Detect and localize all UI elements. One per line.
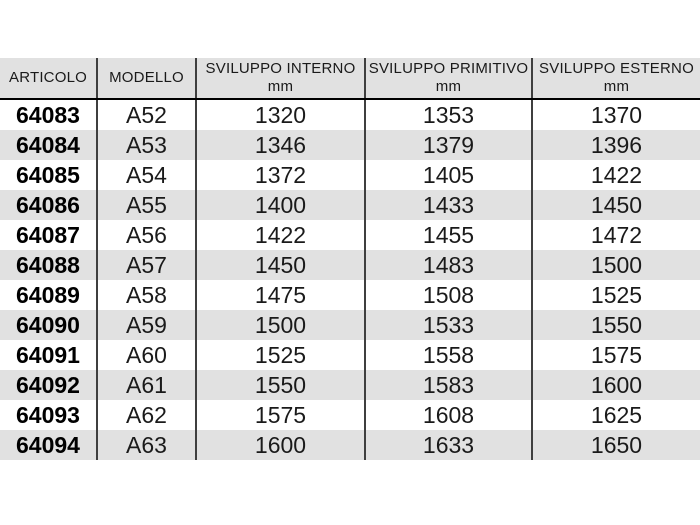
cell-sviluppo-primitivo: 1353 <box>364 99 532 130</box>
cell-articolo: 64085 <box>0 160 97 190</box>
cell-sviluppo-esterno: 1500 <box>531 250 700 280</box>
table-row: 64084 A53 1346 1379 1396 <box>0 130 700 160</box>
cell-articolo: 64084 <box>0 130 97 160</box>
cell-modello: A63 <box>96 430 196 460</box>
cell-sviluppo-interno: 1575 <box>195 400 365 430</box>
table-row: 64090 A59 1500 1533 1550 <box>0 310 700 340</box>
cell-sviluppo-primitivo: 1633 <box>364 430 532 460</box>
cell-articolo: 64088 <box>0 250 97 280</box>
cell-sviluppo-esterno: 1396 <box>531 130 700 160</box>
cell-modello: A56 <box>96 220 196 250</box>
column-unit: mm <box>435 78 462 95</box>
cell-sviluppo-primitivo: 1483 <box>364 250 532 280</box>
column-header-sviluppo-interno: SVILUPPO INTERNO mm <box>195 58 365 100</box>
cell-sviluppo-esterno: 1600 <box>531 370 700 400</box>
cell-articolo: 64087 <box>0 220 97 250</box>
cell-sviluppo-interno: 1550 <box>195 370 365 400</box>
column-header-articolo: ARTICOLO <box>0 58 97 100</box>
cell-articolo: 64083 <box>0 99 97 130</box>
product-spec-table-wrap: ARTICOLO MODELLO SVILUPPO INTERNO mm SVI… <box>0 58 700 460</box>
table-row: 64092 A61 1550 1583 1600 <box>0 370 700 400</box>
cell-sviluppo-esterno: 1650 <box>531 430 700 460</box>
cell-articolo: 64093 <box>0 400 97 430</box>
column-label: SVILUPPO ESTERNO <box>539 59 694 77</box>
cell-sviluppo-esterno: 1422 <box>531 160 700 190</box>
cell-articolo: 64090 <box>0 310 97 340</box>
cell-sviluppo-interno: 1320 <box>195 99 365 130</box>
cell-sviluppo-esterno: 1472 <box>531 220 700 250</box>
cell-sviluppo-primitivo: 1583 <box>364 370 532 400</box>
table-row: 64088 A57 1450 1483 1500 <box>0 250 700 280</box>
cell-articolo: 64089 <box>0 280 97 310</box>
cell-sviluppo-interno: 1400 <box>195 190 365 220</box>
column-header-modello: MODELLO <box>96 58 196 100</box>
table-row: 64086 A55 1400 1433 1450 <box>0 190 700 220</box>
cell-sviluppo-interno: 1372 <box>195 160 365 190</box>
cell-articolo: 64091 <box>0 340 97 370</box>
cell-modello: A62 <box>96 400 196 430</box>
cell-sviluppo-esterno: 1625 <box>531 400 700 430</box>
cell-sviluppo-primitivo: 1379 <box>364 130 532 160</box>
column-header-sviluppo-esterno: SVILUPPO ESTERNO mm <box>531 58 700 100</box>
cell-sviluppo-interno: 1500 <box>195 310 365 340</box>
cell-articolo: 64094 <box>0 430 97 460</box>
cell-sviluppo-interno: 1600 <box>195 430 365 460</box>
cell-sviluppo-interno: 1346 <box>195 130 365 160</box>
cell-sviluppo-esterno: 1575 <box>531 340 700 370</box>
table-row: 64094 A63 1600 1633 1650 <box>0 430 700 460</box>
column-unit: mm <box>603 78 630 95</box>
header-row: ARTICOLO MODELLO SVILUPPO INTERNO mm SVI… <box>0 58 700 100</box>
column-label: MODELLO <box>109 68 184 86</box>
cell-modello: A61 <box>96 370 196 400</box>
cell-articolo: 64086 <box>0 190 97 220</box>
table-row: 64093 A62 1575 1608 1625 <box>0 400 700 430</box>
column-label: ARTICOLO <box>8 68 87 86</box>
column-header-sviluppo-primitivo: SVILUPPO PRIMITIVO mm <box>364 58 532 100</box>
cell-modello: A53 <box>96 130 196 160</box>
column-label: SVILUPPO INTERNO <box>205 59 356 77</box>
cell-sviluppo-primitivo: 1533 <box>364 310 532 340</box>
cell-sviluppo-esterno: 1525 <box>531 280 700 310</box>
table-row: 64089 A58 1475 1508 1525 <box>0 280 700 310</box>
cell-sviluppo-interno: 1450 <box>195 250 365 280</box>
cell-sviluppo-esterno: 1370 <box>531 99 700 130</box>
cell-sviluppo-primitivo: 1455 <box>364 220 532 250</box>
cell-sviluppo-esterno: 1550 <box>531 310 700 340</box>
cell-sviluppo-interno: 1475 <box>195 280 365 310</box>
table-row: 64083 A52 1320 1353 1370 <box>0 99 700 130</box>
cell-sviluppo-primitivo: 1608 <box>364 400 532 430</box>
cell-modello: A55 <box>96 190 196 220</box>
cell-sviluppo-primitivo: 1558 <box>364 340 532 370</box>
column-unit: mm <box>267 78 294 95</box>
cell-modello: A54 <box>96 160 196 190</box>
cell-sviluppo-interno: 1525 <box>195 340 365 370</box>
cell-modello: A58 <box>96 280 196 310</box>
cell-sviluppo-primitivo: 1405 <box>364 160 532 190</box>
cell-articolo: 64092 <box>0 370 97 400</box>
product-spec-table: ARTICOLO MODELLO SVILUPPO INTERNO mm SVI… <box>0 58 700 460</box>
table-row: 64091 A60 1525 1558 1575 <box>0 340 700 370</box>
cell-sviluppo-interno: 1422 <box>195 220 365 250</box>
cell-sviluppo-primitivo: 1508 <box>364 280 532 310</box>
cell-sviluppo-esterno: 1450 <box>531 190 700 220</box>
cell-modello: A59 <box>96 310 196 340</box>
cell-sviluppo-primitivo: 1433 <box>364 190 532 220</box>
table-row: 64087 A56 1422 1455 1472 <box>0 220 700 250</box>
cell-modello: A57 <box>96 250 196 280</box>
column-label: SVILUPPO PRIMITIVO <box>368 59 529 77</box>
table-row: 64085 A54 1372 1405 1422 <box>0 160 700 190</box>
table-body: 64083 A52 1320 1353 1370 64084 A53 1346 … <box>0 99 700 460</box>
table-header: ARTICOLO MODELLO SVILUPPO INTERNO mm SVI… <box>0 58 700 100</box>
cell-modello: A60 <box>96 340 196 370</box>
cell-modello: A52 <box>96 99 196 130</box>
